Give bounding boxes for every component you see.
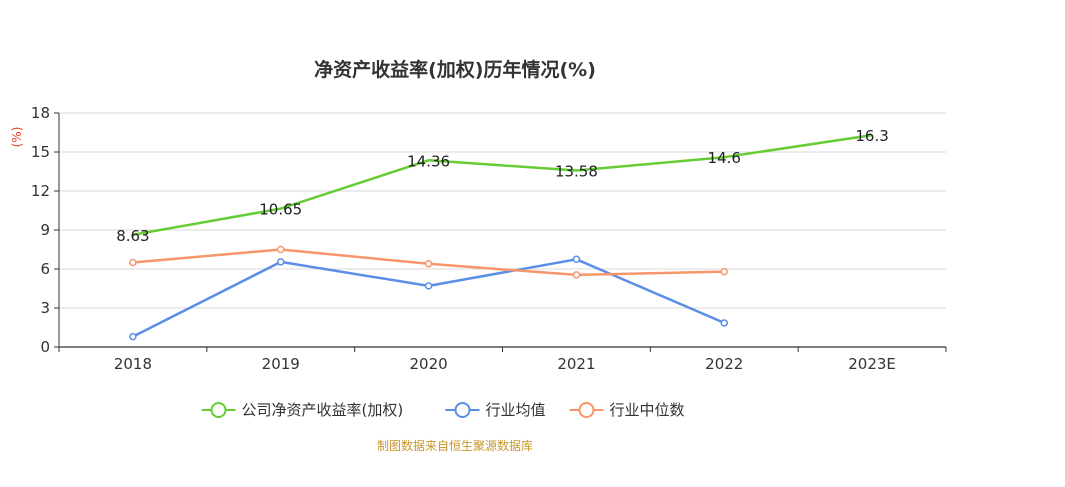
chart-title: 净资产收益率(加权)历年情况(%) [314, 58, 596, 81]
y-tick-label-6: 18 [31, 104, 50, 122]
data-point-2-0[interactable] [129, 258, 137, 267]
data-label-0-4: 14.6 [708, 149, 741, 167]
data-label-0-1: 10.65 [259, 201, 302, 219]
legend-swatch-marker-1 [454, 402, 471, 418]
grid-lines: 0 3 6 9 12 15 18 [31, 104, 946, 356]
x-tick-label-4: 2022 [705, 355, 743, 373]
data-point-1-4[interactable] [720, 319, 728, 327]
x-tick-label-3: 2021 [557, 355, 595, 373]
data-label-0-5: 16.3 [855, 127, 888, 145]
data-point-1-0[interactable] [129, 332, 137, 341]
data-point-2-4[interactable] [720, 267, 728, 276]
data-point-2-2[interactable] [424, 260, 433, 268]
axes: 2018 2019 2020 2021 2022 2023E [58, 113, 947, 373]
data-point-1-1[interactable] [277, 258, 285, 266]
legend-swatch-marker-0 [210, 402, 227, 418]
data-label-0-3: 13.58 [555, 162, 598, 180]
data-label-0-2: 14.36 [407, 152, 450, 170]
legend-item-1[interactable]: 行业均值 [445, 401, 546, 419]
y-axis-unit-label: (%) [10, 127, 24, 148]
x-tick-label-0: 2018 [114, 355, 152, 373]
legend-item-0[interactable]: 公司净资产收益率(加权) [201, 401, 404, 419]
series-2 [129, 245, 728, 279]
data-point-2-1[interactable] [277, 245, 285, 254]
series-0: 8.63 10.65 14.36 13.58 14.6 16.3 [116, 127, 889, 245]
legend-swatch-marker-2 [578, 402, 595, 418]
legend-label-2: 行业中位数 [610, 401, 685, 419]
x-tick-label-1: 2019 [262, 355, 300, 373]
y-tick-label-4: 12 [31, 182, 50, 200]
x-tick-label-2: 2020 [409, 355, 447, 373]
y-tick-label-3: 9 [40, 221, 50, 239]
y-tick-label-2: 6 [40, 260, 50, 278]
data-point-1-2[interactable] [424, 282, 433, 290]
legend-label-0: 公司净资产收益率(加权) [242, 401, 404, 419]
legend[interactable]: 公司净资产收益率(加权) 行业均值 行业中位数 [201, 401, 685, 419]
series-line-0 [132, 133, 873, 237]
legend-label-1: 行业均值 [486, 401, 546, 419]
x-tick-label-5: 2023E [848, 355, 896, 373]
legend-item-2[interactable]: 行业中位数 [569, 401, 685, 419]
series-line-1 [132, 258, 725, 338]
series-group: 8.63 10.65 14.36 13.58 14.6 16.3 [116, 127, 889, 341]
y-tick-label-0: 0 [40, 338, 50, 356]
data-point-1-3[interactable] [572, 255, 581, 263]
series-1 [129, 255, 728, 341]
y-tick-label-1: 3 [40, 299, 50, 317]
data-label-0-0: 8.63 [116, 227, 149, 245]
source-note: 制图数据来自恒生聚源数据库 [377, 438, 533, 453]
data-point-2-3[interactable] [572, 271, 581, 279]
y-tick-label-5: 15 [31, 143, 50, 161]
